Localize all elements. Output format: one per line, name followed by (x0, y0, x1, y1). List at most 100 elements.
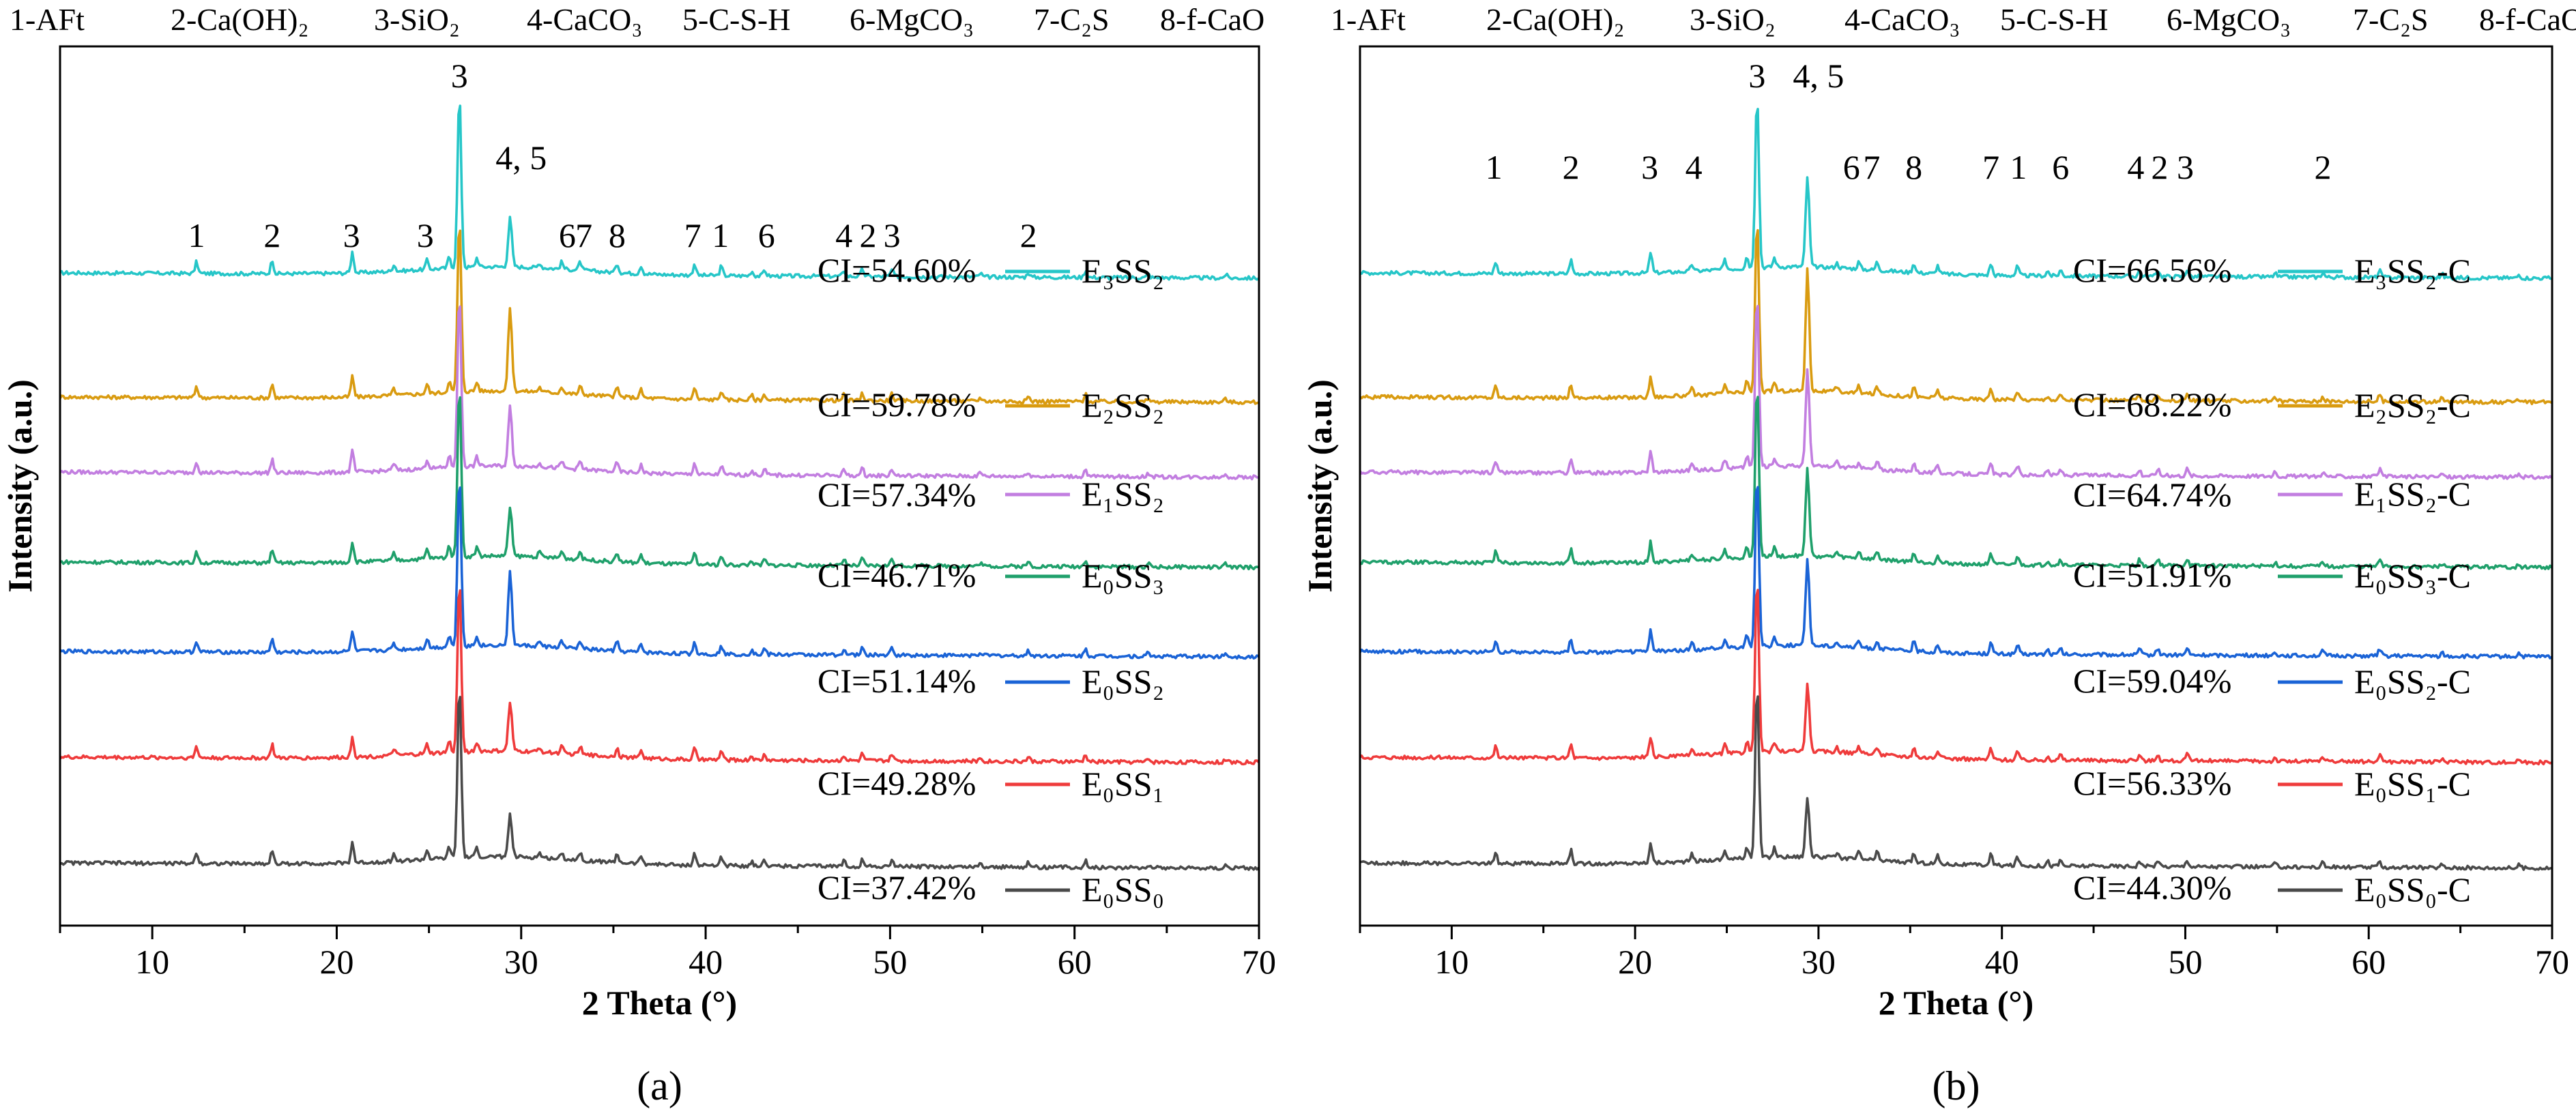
phase-legend-item: 5-C-S-H (2000, 2, 2108, 37)
peak-annotation: 2 (859, 216, 876, 254)
ci-label: CI=64.74% (2073, 475, 2231, 514)
peak-annotation: 6 (758, 216, 775, 254)
x-axis-label: 2 Theta (°) (1879, 984, 2034, 1022)
series-name: E₃SS₂ (1082, 252, 1164, 290)
series-name: E₁SS₂-C (2354, 475, 2471, 513)
series-line (1359, 486, 2553, 660)
ci-label: CI=51.91% (2073, 556, 2231, 594)
plot-frame (1359, 45, 2553, 927)
series-line (1359, 589, 2553, 766)
phase-legend-item: 4-CaCO₃ (527, 2, 642, 37)
series-line (1359, 396, 2553, 571)
series-name: E₂SS₂ (1082, 386, 1164, 424)
peak-annotation: 6 (2052, 148, 2069, 186)
phase-legend-item: 4-CaCO₃ (1844, 2, 1960, 37)
series-name: E₀SS₂ (1082, 662, 1164, 701)
peak-annotation: 7 (684, 216, 701, 254)
peak-annotation: 8 (609, 216, 626, 254)
peak-annotation: 3 (451, 57, 468, 95)
y-axis-label: Intensity (a.u.) (1, 379, 39, 593)
series-line (59, 696, 1260, 871)
series-name: E₂SS₂-C (2354, 386, 2471, 424)
phase-legend-item: 3-SiO₂ (374, 2, 460, 37)
peak-annotation: 1 (188, 216, 205, 254)
peak-annotation: 3 (1641, 148, 1658, 186)
panel-label: (b) (1933, 1063, 1980, 1108)
series-name: E₁SS₂ (1082, 475, 1164, 513)
ci-label: CI=57.34% (817, 475, 976, 514)
series-name: E₃SS₂-C (2354, 252, 2471, 290)
x-tick-label: 30 (1801, 943, 1836, 981)
phase-legend-item: 6-MgCO₃ (850, 2, 974, 37)
peak-annotation: 6 (559, 216, 576, 254)
panel-label: (a) (637, 1063, 682, 1108)
series-line (59, 104, 1260, 281)
x-tick-label: 60 (1058, 943, 1092, 981)
x-axis-label: 2 Theta (°) (582, 984, 737, 1022)
x-tick-label: 10 (135, 943, 169, 981)
y-axis-label: Intensity (a.u.) (1301, 379, 1339, 593)
series-name: E₀SS₃-C (2354, 557, 2471, 595)
ci-label: CI=49.28% (817, 764, 976, 802)
series-line (59, 396, 1259, 571)
peak-annotation: 4 (2127, 148, 2144, 186)
phase-legend-item: 1-AFt (10, 2, 85, 37)
x-tick-label: 60 (2351, 943, 2386, 981)
series-line (59, 305, 1259, 481)
ci-label: CI=51.14% (817, 662, 976, 700)
peak-annotation: 8 (1905, 148, 1922, 186)
x-tick-label: 40 (1985, 943, 2019, 981)
phase-legend-item: 7-C₂S (2353, 2, 2429, 37)
x-tick-label: 30 (504, 943, 538, 981)
peak-annotation: 1 (1486, 148, 1503, 186)
x-tick-label: 20 (1618, 943, 1652, 981)
x-tick-label: 70 (1242, 943, 1276, 981)
peak-annotation: 4 (835, 216, 852, 254)
series-name: E₀SS₀-C (2354, 870, 2471, 909)
x-tick-label: 40 (689, 943, 723, 981)
peak-annotation: 3 (1748, 57, 1765, 95)
peak-annotation: 7 (1863, 148, 1880, 186)
ci-label: CI=54.60% (817, 251, 976, 289)
series-line (1359, 229, 2553, 406)
phase-legend-item: 1-AFt (1331, 2, 1406, 37)
phase-legend-item: 8-f-CaO (1160, 2, 1264, 37)
ci-label: CI=59.04% (2073, 662, 2231, 700)
phase-legend-item: 3-SiO₂ (1690, 2, 1776, 37)
series-name: E₀SS₁-C (2354, 765, 2471, 803)
series-name: E₀SS₂-C (2354, 662, 2471, 701)
peak-annotation: 4, 5 (1793, 57, 1844, 95)
series-name: E₀SS₁ (1082, 765, 1164, 803)
ci-label: CI=59.78% (817, 385, 976, 424)
peak-annotation: 1 (2010, 148, 2027, 186)
ci-label: CI=37.42% (817, 868, 976, 907)
phase-legend-item: 6-MgCO₃ (2167, 2, 2291, 37)
peak-annotation: 6 (1843, 148, 1860, 186)
series-name: E₀SS₀ (1082, 870, 1164, 909)
ci-label: CI=46.71% (817, 556, 976, 594)
phase-legend-item: 5-C-S-H (682, 2, 790, 37)
series-line (1360, 108, 2552, 282)
ci-label: CI=66.56% (2073, 251, 2231, 289)
series-line (59, 229, 1260, 405)
peak-annotation: 4 (1685, 148, 1703, 186)
peak-annotation: 2 (1563, 148, 1580, 186)
peak-annotation: 1 (712, 216, 729, 254)
phase-legend-item: 7-C₂S (1034, 2, 1110, 37)
series-line (59, 589, 1260, 766)
peak-annotation: 2 (1020, 216, 1037, 254)
x-tick-label: 50 (2168, 943, 2202, 981)
peak-annotation: 2 (2151, 148, 2168, 186)
x-tick-label: 20 (319, 943, 353, 981)
series-line (1359, 304, 2553, 480)
phase-legend-item: 2-Ca(OH)₂ (171, 2, 309, 37)
xrd-panel-b: 1-AFt 2-Ca(OH)₂ 3-SiO₂ 4-CaCO₃ 5-C-S-H 6-MgCO… (1301, 2, 2576, 1108)
phase-legend-item: 2-Ca(OH)₂ (1486, 2, 1625, 37)
ci-label: CI=68.22% (2073, 385, 2231, 424)
x-tick-label: 70 (2535, 943, 2569, 981)
peak-annotation: 2 (2315, 148, 2332, 186)
plot-frame (59, 45, 1260, 927)
series-line (59, 486, 1260, 660)
series-line (1359, 695, 2552, 871)
